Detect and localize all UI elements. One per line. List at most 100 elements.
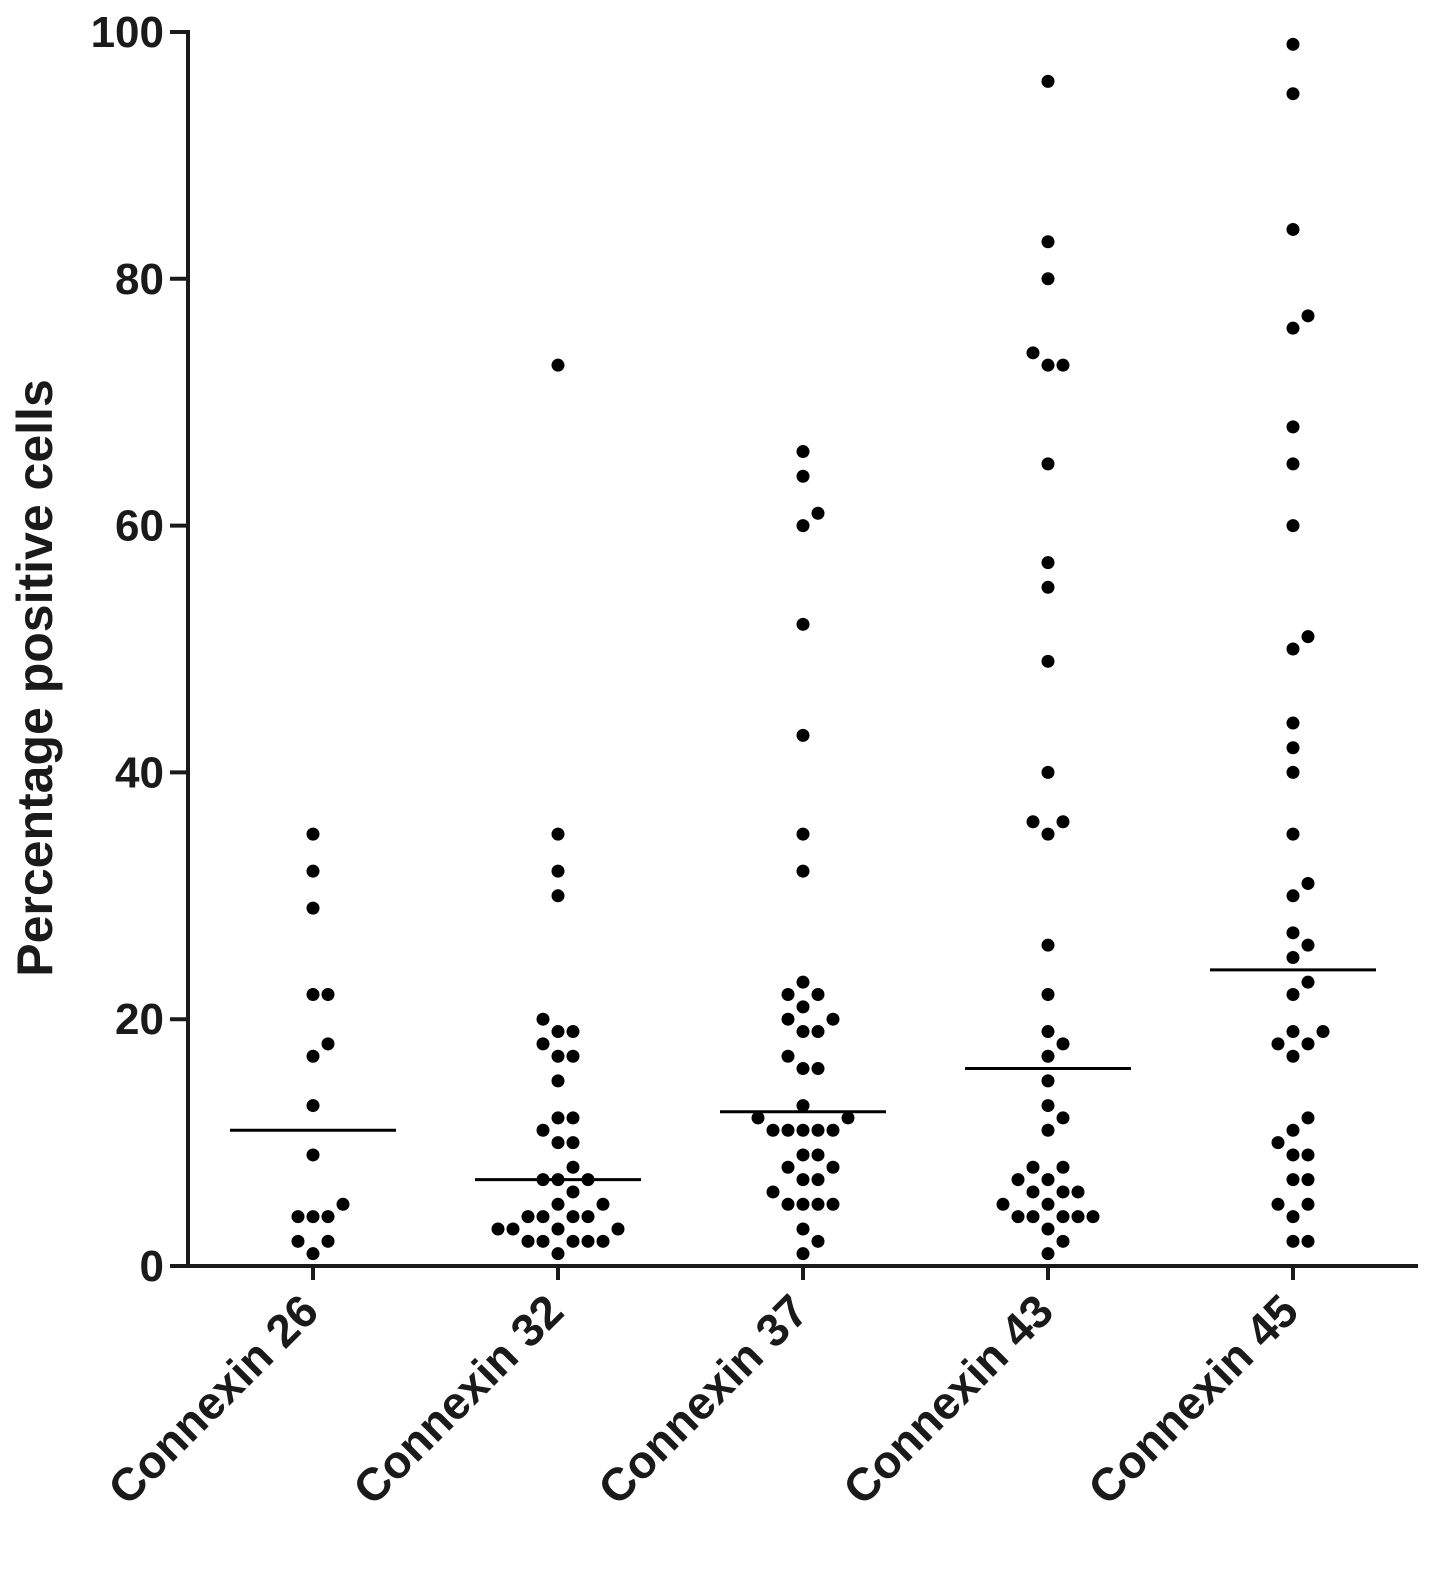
data-point-c5-10 [1271, 1136, 1285, 1150]
data-point-c4-4 [1056, 1210, 1070, 1224]
data-point-c3-21 [751, 1111, 765, 1125]
data-point-c5-24 [1301, 876, 1315, 890]
data-point-c5-22 [1286, 926, 1300, 940]
data-point-c2-4 [581, 1234, 595, 1248]
data-point-c1-5 [321, 1210, 335, 1224]
data-point-c2-32 [566, 1025, 580, 1039]
data-point-c3-1 [796, 1247, 810, 1261]
data-point-c1-11 [321, 1037, 335, 1051]
data-point-c4-23 [1056, 1037, 1070, 1051]
data-point-c5-29 [1286, 642, 1300, 656]
data-point-c3-33 [796, 975, 810, 989]
data-point-c2-26 [566, 1111, 580, 1125]
data-point-c2-10 [491, 1222, 505, 1236]
y-tick-label-80: 80 [115, 255, 164, 304]
data-point-c4-12 [1026, 1185, 1040, 1199]
data-point-c4-31 [1041, 654, 1055, 668]
y-ticks: 0 20 40 60 80 100 [91, 8, 188, 1291]
data-point-c2-12 [536, 1210, 550, 1224]
data-point-c5-21 [1301, 938, 1315, 952]
data-point-c3-6 [781, 1197, 795, 1211]
data-point-c4-7 [1011, 1210, 1025, 1224]
data-point-c2-17 [566, 1185, 580, 1199]
data-point-c2-34 [551, 889, 565, 903]
y-tick-label-20: 20 [115, 995, 164, 1044]
y-tick-label-60: 60 [115, 502, 164, 551]
data-point-c2-31 [551, 1025, 565, 1039]
data-point-c4-30 [1041, 765, 1055, 779]
data-point-c2-14 [521, 1210, 535, 1224]
data-point-c3-4 [796, 1197, 810, 1211]
data-point-c1-13 [321, 988, 335, 1002]
data-point-c2-3 [536, 1234, 550, 1248]
data-point-c5-6 [1286, 1173, 1300, 1187]
data-point-c5-27 [1286, 741, 1300, 755]
y-tick-label-100: 100 [91, 8, 164, 57]
data-point-c3-23 [796, 1062, 810, 1076]
data-point-c2-11 [566, 1210, 580, 1224]
data-point-c5-7 [1301, 1173, 1315, 1187]
data-point-c4-24 [1041, 1025, 1055, 1039]
data-point-c5-33 [1286, 420, 1300, 434]
y-axis-title: Percentage positive cells [7, 379, 63, 977]
data-point-c5-3 [1286, 1210, 1300, 1224]
data-point-c2-27 [551, 1074, 565, 1088]
data-point-c3-30 [796, 1000, 810, 1014]
data-point-c4-32 [1041, 580, 1055, 594]
data-point-c4-11 [1056, 1185, 1070, 1199]
data-point-c4-27 [1041, 827, 1055, 841]
data-point-c4-8 [1086, 1210, 1100, 1224]
x-tick-label-1: Connexin 26 [98, 1284, 328, 1514]
data-point-c4-39 [1041, 235, 1055, 249]
data-point-c4-18 [1041, 1123, 1055, 1137]
data-point-c1-10 [306, 1049, 320, 1063]
data-point-c4-29 [1026, 815, 1040, 829]
data-point-c1-15 [306, 864, 320, 878]
axes [186, 30, 1418, 1268]
data-point-c4-9 [1041, 1197, 1055, 1211]
data-point-c5-30 [1301, 630, 1315, 644]
y-tick-label-40: 40 [115, 748, 164, 797]
data-point-c2-35 [551, 864, 565, 878]
data-point-c5-31 [1286, 519, 1300, 533]
x-tick-label-3: Connexin 37 [588, 1284, 818, 1514]
data-point-c4-14 [1041, 1173, 1055, 1187]
data-point-c3-26 [796, 1025, 810, 1039]
data-point-c2-24 [536, 1123, 550, 1137]
data-point-c5-23 [1286, 889, 1300, 903]
data-point-c4-10 [996, 1197, 1010, 1211]
data-point-c2-23 [566, 1136, 580, 1150]
data-point-c1-16 [306, 827, 320, 841]
data-point-c4-19 [1056, 1111, 1070, 1125]
data-point-c1-3 [291, 1234, 305, 1248]
data-point-c4-28 [1056, 815, 1070, 829]
data-point-c2-7 [551, 1222, 565, 1236]
x-tick-label-4: Connexin 43 [833, 1284, 1063, 1514]
y-tick-label-0: 0 [140, 1242, 164, 1291]
data-point-c5-18 [1286, 988, 1300, 1002]
data-point-c1-14 [306, 901, 320, 915]
data-point-c3-39 [811, 506, 825, 520]
data-point-c4-16 [1056, 1160, 1070, 1174]
data-point-c3-36 [796, 728, 810, 742]
data-point-c4-3 [1041, 1222, 1055, 1236]
data-point-c4-35 [1041, 358, 1055, 372]
data-point-c1-8 [306, 1148, 320, 1162]
data-point-c2-22 [551, 1136, 565, 1150]
data-points [291, 37, 1330, 1261]
data-point-c3-31 [811, 988, 825, 1002]
data-point-c3-34 [796, 864, 810, 878]
data-point-c5-12 [1301, 1111, 1315, 1125]
data-point-c3-5 [811, 1197, 825, 1211]
data-point-c3-41 [796, 445, 810, 459]
data-point-c1-2 [321, 1234, 335, 1248]
data-point-c4-6 [1071, 1210, 1085, 1224]
data-point-c2-9 [611, 1222, 625, 1236]
data-point-c5-14 [1301, 1037, 1315, 1051]
data-point-c3-28 [781, 1012, 795, 1026]
data-point-c5-5 [1271, 1197, 1285, 1211]
data-point-c4-38 [1041, 272, 1055, 286]
data-point-c3-32 [781, 988, 795, 1002]
data-point-c2-30 [536, 1037, 550, 1051]
